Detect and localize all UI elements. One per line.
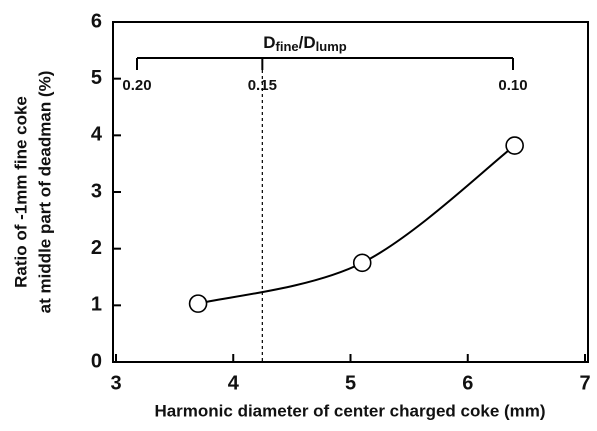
x2-tick-label: 0.15 [248,77,277,94]
series-line [197,144,516,305]
y-tick-label: 3 [91,180,102,202]
x-tick-label: 7 [579,372,590,394]
y-axis-label: at middle part of deadman (%) [35,71,54,314]
x2-label-part: fine [276,39,299,54]
x-tick-label: 6 [462,372,473,394]
y-tick-label: 4 [91,124,103,146]
x-tick-label: 5 [345,372,356,394]
x2-label-part: /D [299,33,316,52]
x-tick-label: 3 [110,372,121,394]
x-tick-label: 4 [228,372,240,394]
x2-label-part: D [263,33,275,52]
y-tick-label: 6 [91,10,102,32]
y-tick-label: 5 [91,67,102,89]
x2-axis-label: Dfine/Dlump [263,33,347,54]
data-point [505,136,524,155]
y-tick-label: 1 [91,294,102,316]
data-point [352,253,372,273]
x-axis-label: Harmonic diameter of center charged coke… [154,401,545,420]
y-tick-label: 2 [91,237,102,259]
y-tick-label: 0 [91,350,102,372]
data-point [188,294,208,313]
x2-tick-label: 0.20 [122,77,151,94]
x2-tick-label: 0.10 [498,77,527,94]
plot-frame [112,21,589,363]
y-axis-label: Ratio of -1mm fine coke [11,96,30,288]
x2-label-part: lump [316,39,347,54]
